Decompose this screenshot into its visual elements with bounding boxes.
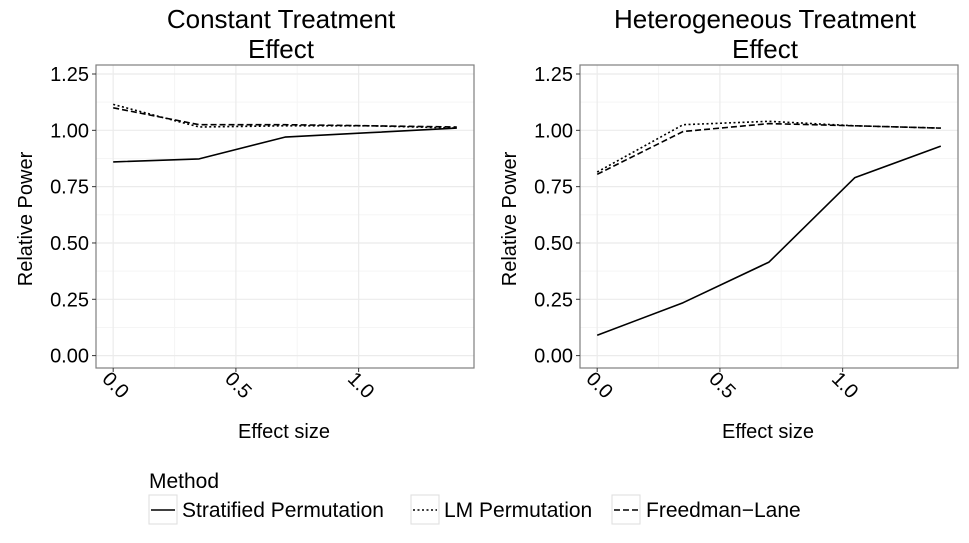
x-tick-label: 0.5 — [220, 368, 255, 403]
legend: Method Stratified Permutation LM Permuta… — [148, 470, 801, 525]
y-tick-label: 1.00 — [534, 120, 573, 142]
legend-item-lm-permutation: LM Permutation — [410, 494, 592, 525]
y-tick-label: 0.25 — [534, 289, 573, 311]
x-axis-label: Effect size — [722, 421, 814, 443]
series-line-lm-permutation — [596, 120, 941, 173]
chart-title-line-2: Effect — [248, 34, 315, 64]
series-line-freedman-lane — [596, 122, 941, 176]
series-line-stratified-permutation — [596, 145, 942, 337]
x-tick-label: 0.0 — [582, 368, 617, 403]
y-tick-label: 0.50 — [50, 233, 89, 255]
y-tick-label: 0.00 — [534, 346, 573, 368]
panel-constant-treatment-effect: Constant Treatment Effect Effect size Re… — [15, 4, 475, 443]
chart-title-line-1: Constant Treatment — [167, 4, 396, 34]
series-line-stratified-permutation — [113, 127, 457, 163]
y-tick-label: 0.75 — [50, 177, 89, 199]
plot-panel-background — [96, 65, 474, 368]
plot-panel-background — [580, 65, 958, 368]
y-tick-label: 1.25 — [50, 64, 89, 86]
plot-panel-border — [95, 64, 475, 369]
series-line-freedman-lane — [113, 107, 457, 128]
x-tick-label: 0.0 — [98, 368, 133, 403]
legend-label: Stratified Permutation — [182, 499, 384, 522]
legend-label: Freedman−Lane — [646, 499, 801, 522]
panel-heterogeneous-treatment-effect: Heterogeneous Treatment Effect Effect si… — [499, 4, 959, 443]
y-tick-label: 0.75 — [534, 177, 573, 199]
legend-title: Method — [149, 470, 219, 493]
x-tick-label: 0.5 — [704, 368, 739, 403]
x-axis-label: Effect size — [238, 421, 330, 443]
plot-panel-border — [579, 64, 959, 369]
legend-key-box — [410, 494, 440, 525]
legend-item-stratified-permutation: Stratified Permutation — [148, 494, 384, 525]
chart-title-line-1: Heterogeneous Treatment — [614, 4, 917, 34]
y-tick-label: 1.25 — [534, 64, 573, 86]
x-tick-label: 1.0 — [343, 368, 378, 403]
chart-title-line-2: Effect — [732, 34, 799, 64]
y-tick-label: 0.25 — [50, 289, 89, 311]
legend-item-freedman-lane: Freedman−Lane — [611, 494, 801, 525]
legend-label: LM Permutation — [444, 499, 592, 522]
y-tick-label: 1.00 — [50, 120, 89, 142]
y-axis-label: Relative Power — [499, 151, 521, 286]
y-tick-label: 0.00 — [50, 346, 89, 368]
y-axis-label: Relative Power — [15, 151, 37, 286]
y-tick-label: 0.50 — [534, 233, 573, 255]
x-tick-label: 1.0 — [827, 368, 862, 403]
